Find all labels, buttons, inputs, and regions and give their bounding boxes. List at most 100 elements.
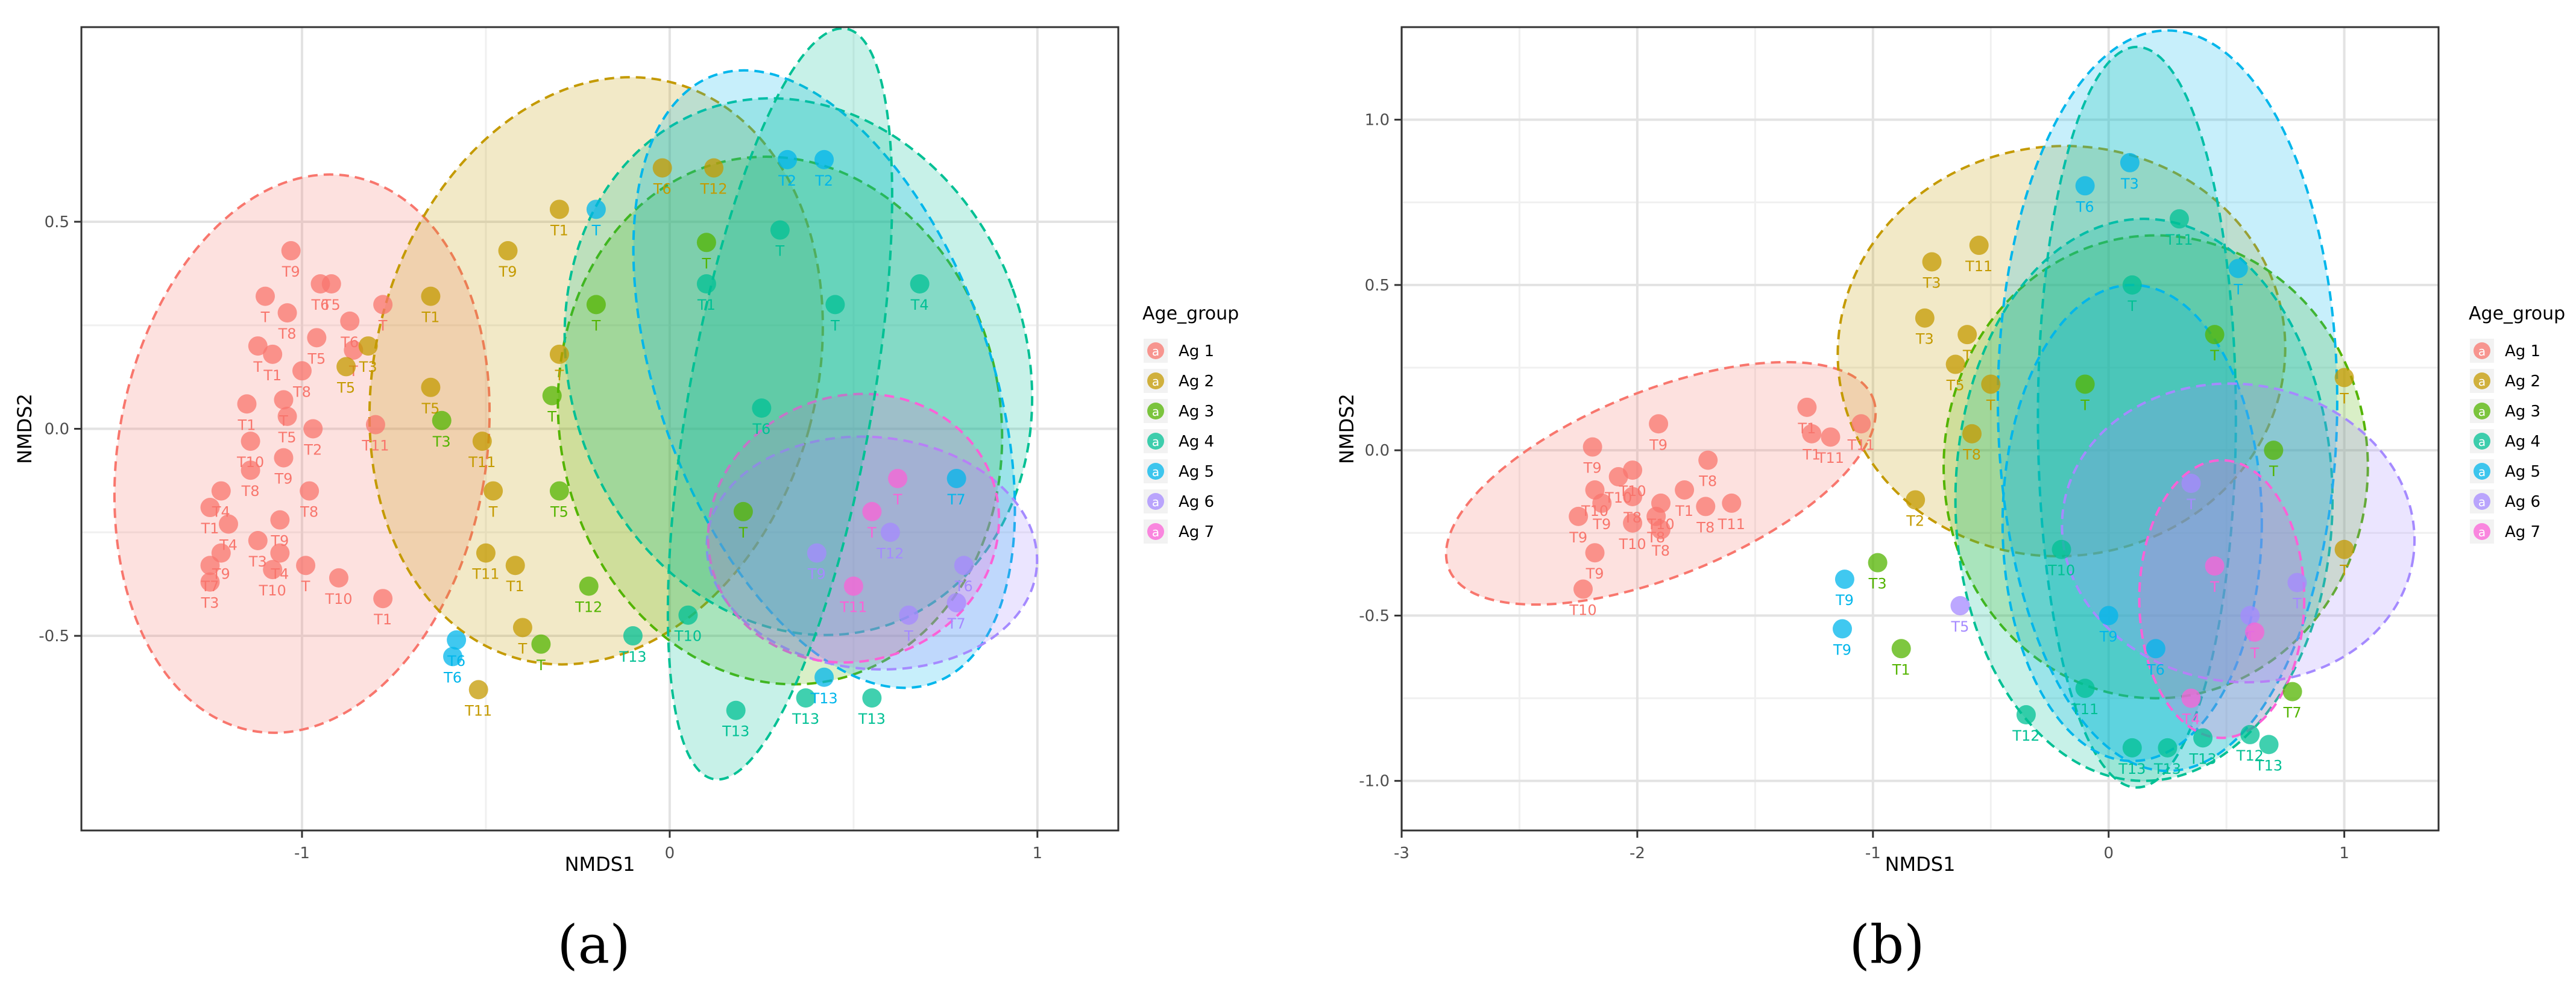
legend-key-glyph: a [1152,465,1159,479]
axes: -1 0 1 -0.5 0.0 0.5 NMDS1 NMDS2 [13,213,1042,876]
point-label: T5 [278,429,297,446]
ellipse-ag1 [1444,360,1877,606]
y-tick-label: -1.0 [1359,773,1390,791]
data-point [1950,595,1970,615]
data-point [2205,556,2225,576]
data-point [542,386,562,406]
point-label: T13 [792,711,819,727]
point-label: T [2186,496,2196,513]
point-label: T6 [2076,198,2094,215]
point-label: T10 [674,628,702,645]
data-point [2052,539,2071,559]
data-point [1651,519,1671,539]
legend-label: Ag 2 [2505,372,2540,391]
legend-key-point [1147,403,1164,419]
point-label: T4 [910,297,929,313]
legend-key-point [1147,342,1164,359]
data-point [248,531,268,551]
data-point [1722,493,1742,513]
data-point [270,543,290,563]
data-point [1797,397,1817,417]
point-label: T6 [2146,661,2165,678]
point-label: T8 [1698,473,1717,490]
point-label: T13 [2188,750,2216,767]
legend-label: Ag 3 [2505,403,2540,421]
legend-key-glyph: a [2478,435,2486,449]
caption-a: (a) [557,914,630,976]
ellipse-ag7 [707,392,1001,664]
data-point [2146,639,2165,659]
point-label: T9 [1569,529,1587,546]
point-label: T11 [2071,701,2099,718]
data-point [2181,474,2201,494]
data-point [2158,738,2178,758]
x-tick-label: 1 [2339,844,2349,862]
data-point [336,357,356,377]
data-point [303,419,323,439]
data-point [1868,553,1888,573]
point-label: T [893,491,902,508]
ellipse-ag4 [1954,218,2334,782]
point-label: T [2339,562,2349,579]
data-point [1696,497,1716,516]
point-label: T [738,524,748,541]
x-tick-label: -2 [1630,844,1645,862]
data-point [623,626,643,646]
point-label: T11 [839,599,867,616]
legend-key-glyph: a [1152,525,1159,539]
data-point [549,199,569,219]
point-label: T6 [443,669,462,686]
data-point [373,589,393,609]
data-point [1569,506,1589,526]
data-point [825,295,845,315]
data-point [2122,738,2142,758]
point-label: T8 [1696,519,1715,536]
data-point [300,481,320,501]
data-point [296,556,316,576]
data-point [1592,493,1612,513]
point-label: T8 [292,383,311,400]
point-label: T11 [1965,258,1992,275]
point-label: T [260,309,270,326]
data-point [292,361,312,381]
panel-a: T9T6T5TT8T6TT5T1T8TT1T5T2T10T9T8T8T4T1T9… [13,26,1239,876]
legend-key-point [1147,433,1164,450]
point-label: T [378,317,388,334]
point-label: T8 [1651,542,1670,559]
legend-key-glyph: a [2478,465,2486,479]
grid-lines [81,27,1118,830]
point-label: T3 [359,359,377,375]
point-label: T12 [2236,747,2264,764]
data-points: T9T9T1T1T11T11T8T1T11T8T10T10T10T9T8T10T… [1569,152,2354,777]
data-point [1698,450,1718,470]
point-label: T [702,255,711,272]
legend-label: Ag 3 [1179,403,1214,421]
point-label: T [591,222,601,239]
legend-key-point [1147,372,1164,389]
point-label: T3 [1915,331,1934,348]
data-point [814,149,834,169]
legend-key-point [2474,523,2490,540]
point-label: T11 [468,454,496,471]
point-label: T8 [278,325,297,342]
data-point [1981,374,2001,394]
point-label: T1 [506,578,524,595]
x-axis-title: NMDS1 [1885,853,1956,876]
data-point [910,274,930,294]
data-point [586,199,606,219]
ellipse-ag5 [632,69,1016,689]
point-label: T9 [1583,460,1602,477]
data-point [1969,236,1989,256]
point-label: T9 [2099,628,2118,645]
legend-key-glyph: a [2478,404,2486,419]
point-label: T9 [282,263,300,280]
data-point [307,328,327,348]
point-label: T8 [1962,447,1981,463]
x-tick-label: 0 [2103,844,2114,862]
confidence-ellipses [1444,29,2416,789]
data-point [483,481,503,501]
data-point [248,336,268,356]
ellipse-ag3 [1942,234,2369,700]
data-point [270,510,290,530]
data-point [899,605,919,625]
